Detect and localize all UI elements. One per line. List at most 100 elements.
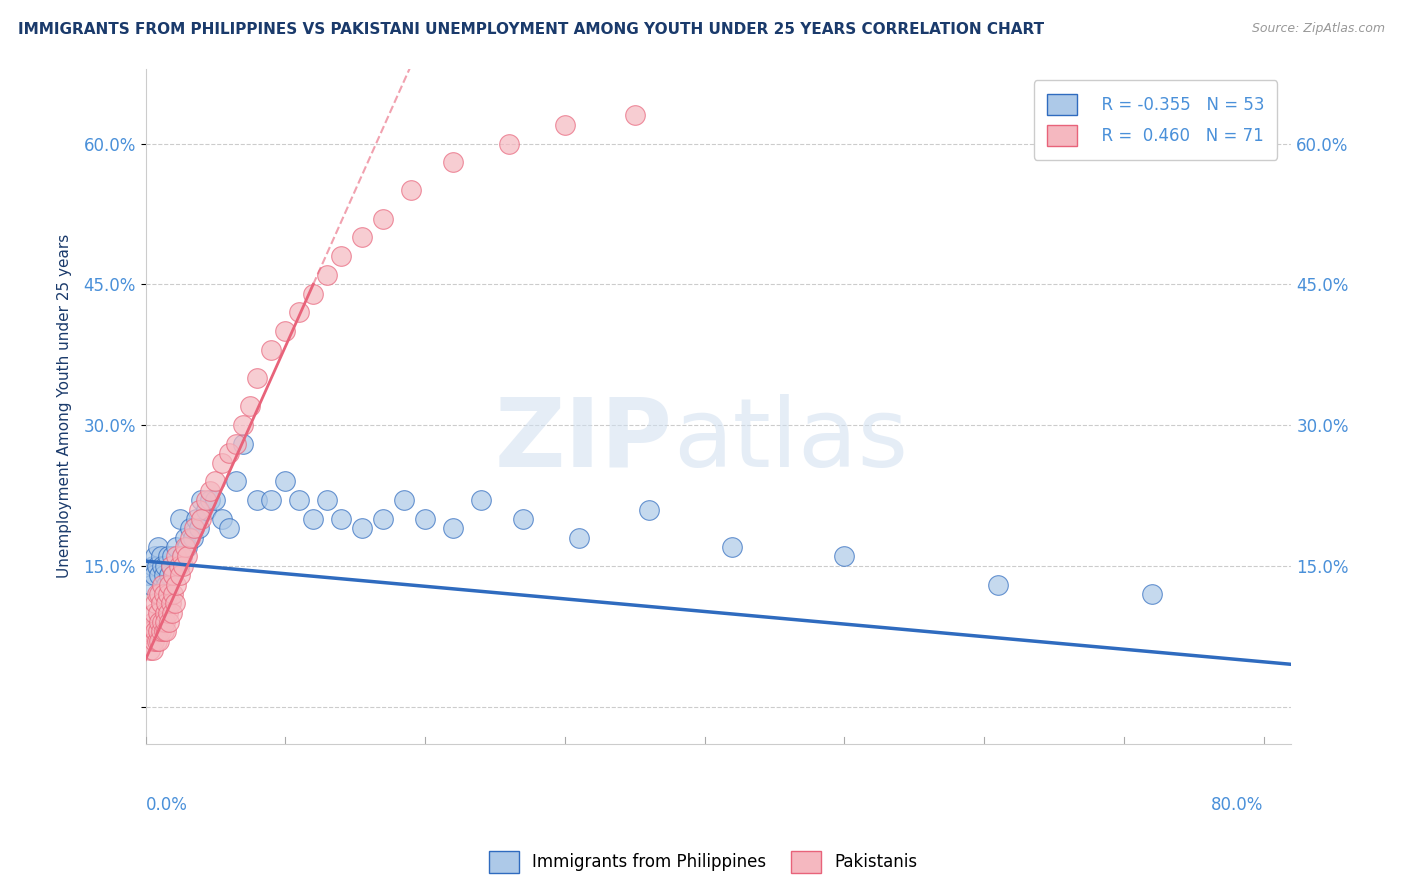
- Point: [149, 549, 172, 564]
- Text: 0.0%: 0.0%: [145, 796, 187, 814]
- Point: [623, 108, 645, 122]
- Point: [159, 558, 181, 573]
- Point: [142, 568, 165, 582]
- Point: [145, 633, 167, 648]
- Point: [160, 549, 183, 564]
- Point: [204, 475, 226, 489]
- Point: [194, 493, 217, 508]
- Point: [288, 305, 311, 319]
- Point: [148, 615, 170, 629]
- Point: [142, 606, 165, 620]
- Point: [165, 577, 187, 591]
- Point: [152, 624, 174, 639]
- Point: [204, 493, 226, 508]
- Point: [155, 624, 177, 639]
- Point: [169, 512, 191, 526]
- Text: IMMIGRANTS FROM PHILIPPINES VS PAKISTANI UNEMPLOYMENT AMONG YOUTH UNDER 25 YEARS: IMMIGRANTS FROM PHILIPPINES VS PAKISTANI…: [18, 22, 1045, 37]
- Point: [637, 502, 659, 516]
- Point: [218, 521, 240, 535]
- Point: [260, 343, 283, 357]
- Point: [163, 596, 186, 610]
- Point: [225, 475, 247, 489]
- Point: [159, 558, 181, 573]
- Point: [162, 568, 184, 582]
- Point: [153, 615, 176, 629]
- Point: [512, 512, 534, 526]
- Point: [143, 549, 166, 564]
- Point: [183, 521, 205, 535]
- Point: [470, 493, 492, 508]
- Point: [260, 493, 283, 508]
- Point: [498, 136, 520, 151]
- Legend:   R = -0.355   N = 53,   R =  0.460   N = 71: R = -0.355 N = 53, R = 0.460 N = 71: [1033, 80, 1278, 160]
- Point: [371, 211, 394, 226]
- Point: [330, 249, 353, 263]
- Point: [371, 512, 394, 526]
- Point: [316, 493, 339, 508]
- Point: [190, 493, 212, 508]
- Point: [441, 155, 464, 169]
- Point: [141, 615, 163, 629]
- Point: [148, 568, 170, 582]
- Text: ZIP: ZIP: [495, 393, 672, 486]
- Point: [232, 437, 254, 451]
- Point: [568, 531, 591, 545]
- Point: [302, 286, 325, 301]
- Point: [352, 230, 374, 244]
- Point: [146, 606, 169, 620]
- Point: [832, 549, 855, 564]
- Point: [156, 606, 179, 620]
- Point: [150, 615, 173, 629]
- Point: [157, 577, 180, 591]
- Point: [184, 512, 207, 526]
- Point: [194, 502, 217, 516]
- Point: [156, 549, 179, 564]
- Point: [160, 606, 183, 620]
- Point: [142, 633, 165, 648]
- Point: [232, 418, 254, 433]
- Legend: Immigrants from Philippines, Pakistanis: Immigrants from Philippines, Pakistanis: [482, 845, 924, 880]
- Point: [145, 587, 167, 601]
- Point: [169, 568, 191, 582]
- Point: [157, 568, 180, 582]
- Point: [141, 643, 163, 657]
- Point: [441, 521, 464, 535]
- Point: [198, 493, 221, 508]
- Point: [170, 549, 193, 564]
- Point: [162, 587, 184, 601]
- Point: [190, 512, 212, 526]
- Point: [143, 624, 166, 639]
- Point: [1140, 587, 1163, 601]
- Point: [316, 268, 339, 282]
- Point: [156, 587, 179, 601]
- Point: [146, 540, 169, 554]
- Point: [150, 558, 173, 573]
- Point: [246, 371, 269, 385]
- Point: [399, 184, 422, 198]
- Point: [149, 624, 172, 639]
- Point: [187, 502, 209, 516]
- Point: [167, 558, 190, 573]
- Point: [155, 577, 177, 591]
- Point: [152, 587, 174, 601]
- Point: [148, 587, 170, 601]
- Text: atlas: atlas: [672, 393, 908, 486]
- Y-axis label: Unemployment Among Youth under 25 years: Unemployment Among Youth under 25 years: [58, 235, 72, 578]
- Point: [159, 596, 181, 610]
- Point: [173, 531, 195, 545]
- Point: [167, 558, 190, 573]
- Point: [153, 558, 176, 573]
- Point: [225, 437, 247, 451]
- Point: [138, 643, 160, 657]
- Point: [141, 558, 163, 573]
- Point: [170, 549, 193, 564]
- Point: [288, 493, 311, 508]
- Point: [211, 456, 233, 470]
- Point: [330, 512, 353, 526]
- Point: [179, 531, 201, 545]
- Point: [146, 624, 169, 639]
- Point: [157, 615, 180, 629]
- Point: [149, 596, 172, 610]
- Point: [392, 493, 415, 508]
- Point: [143, 596, 166, 610]
